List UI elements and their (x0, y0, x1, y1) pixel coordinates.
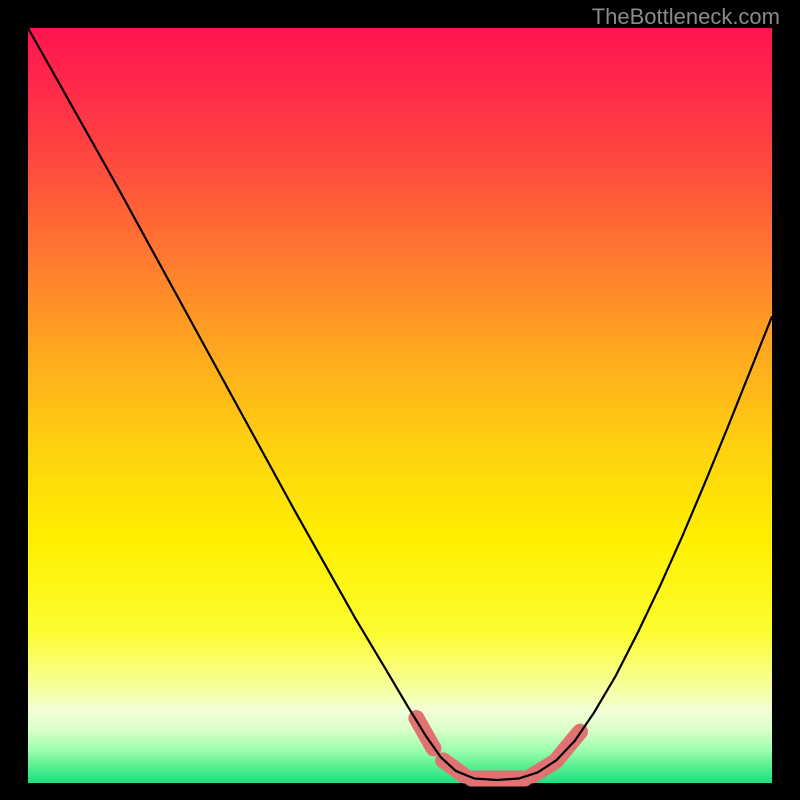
plot-area (0, 0, 800, 800)
watermark-text: TheBottleneck.com (592, 4, 780, 30)
gradient-background (28, 28, 772, 783)
